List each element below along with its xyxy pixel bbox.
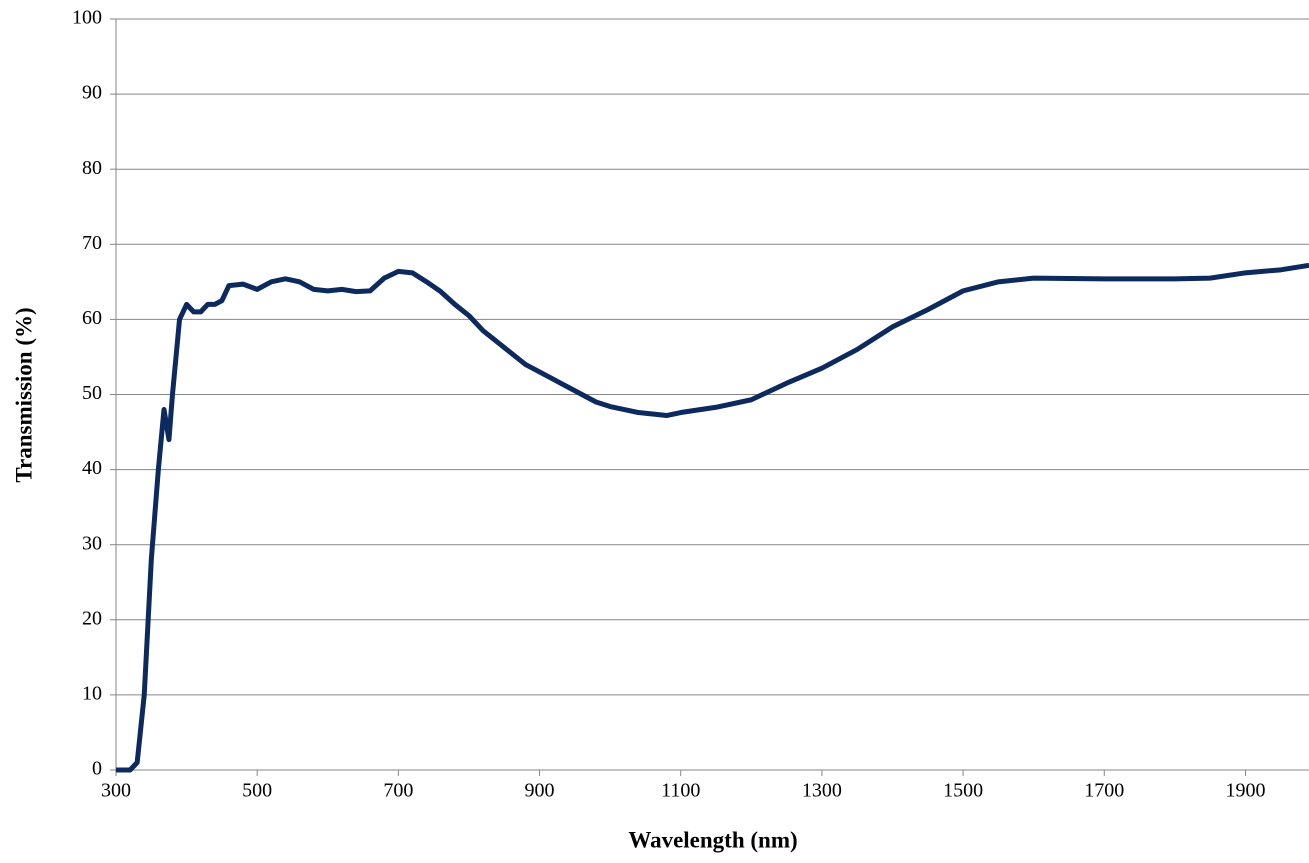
x-tick-label: 1500 [943,780,983,802]
y-tick-label: 30 [82,532,102,554]
x-tick-label: 1900 [1225,780,1265,802]
x-tick-label: 1100 [661,780,700,802]
x-tick-label: 300 [101,780,131,802]
y-tick-label: 70 [82,232,102,254]
x-tick-label: 700 [383,780,413,802]
y-tick-label: 80 [82,157,102,179]
y-tick-label: 90 [82,82,102,104]
y-tick-label: 100 [72,7,102,29]
x-tick-label: 500 [242,780,272,802]
x-tick-label: 1300 [802,780,842,802]
x-axis-title: Wavelength (nm) [628,827,797,852]
y-tick-label: 20 [82,607,102,629]
y-tick-label: 50 [82,382,102,404]
x-tick-label: 1700 [1084,780,1124,802]
y-axis-title: Transmission (%) [11,307,36,482]
y-tick-label: 0 [92,758,102,780]
x-tick-label: 900 [525,780,555,802]
y-tick-label: 10 [82,682,102,704]
y-tick-label: 60 [82,307,102,329]
data-line [116,262,1309,773]
y-tick-label: 40 [82,457,102,479]
